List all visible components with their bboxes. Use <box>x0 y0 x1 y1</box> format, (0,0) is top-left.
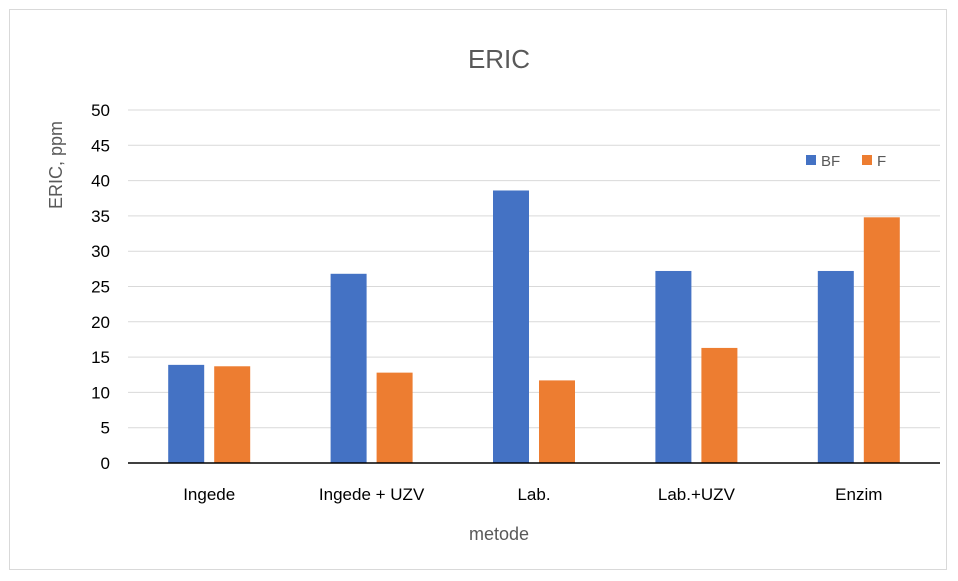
legend-label-bf: BF <box>821 153 840 170</box>
y-tick-label-20: 20 <box>91 313 110 332</box>
bar-bf-enzim <box>818 271 854 463</box>
y-tick-label-15: 15 <box>91 348 110 367</box>
y-tick-label-25: 25 <box>91 278 110 297</box>
bar-f-lab <box>539 380 575 463</box>
bar-f-lab-uzv <box>701 348 737 463</box>
legend-swatch-bf <box>806 155 816 165</box>
x-tick-labels: Ingede Ingede + UZV Lab. Lab.+UZV Enzim <box>183 485 882 504</box>
y-tick-label-45: 45 <box>91 136 110 155</box>
x-tick-label-3: Lab.+UZV <box>658 485 736 504</box>
bar-bf-lab <box>493 190 529 463</box>
bars <box>168 190 900 463</box>
y-tick-label-0: 0 <box>101 454 110 473</box>
y-axis-title: ERIC, ppm <box>46 121 66 209</box>
bar-f-ingede <box>214 366 250 463</box>
x-tick-label-2: Lab. <box>517 485 550 504</box>
y-tick-labels: 0 5 10 15 20 25 30 35 40 45 50 <box>91 101 110 473</box>
legend-label-f: F <box>877 153 886 170</box>
y-tick-label-5: 5 <box>101 419 110 438</box>
y-tick-label-10: 10 <box>91 383 110 402</box>
bar-f-ingede-uzv <box>377 373 413 463</box>
y-tick-label-30: 30 <box>91 242 110 261</box>
bar-bf-lab-uzv <box>655 271 691 463</box>
bar-bf-ingede-uzv <box>331 274 367 463</box>
x-axis-title: metode <box>469 524 529 544</box>
bar-f-enzim <box>864 217 900 463</box>
y-tick-label-35: 35 <box>91 207 110 226</box>
x-tick-label-1: Ingede + UZV <box>319 485 425 504</box>
legend-swatch-f <box>862 155 872 165</box>
x-tick-label-0: Ingede <box>183 485 235 504</box>
y-tick-label-40: 40 <box>91 172 110 191</box>
legend: BF F <box>806 153 886 170</box>
chart-title: ERIC <box>468 44 530 74</box>
x-tick-label-4: Enzim <box>835 485 882 504</box>
bar-bf-ingede <box>168 365 204 463</box>
y-tick-label-50: 50 <box>91 101 110 120</box>
